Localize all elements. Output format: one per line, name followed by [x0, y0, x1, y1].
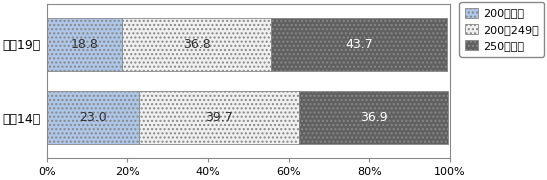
Text: 43.7: 43.7: [345, 38, 373, 51]
Bar: [139, 91, 299, 144]
Text: 36.9: 36.9: [360, 111, 388, 124]
Text: 39.7: 39.7: [206, 111, 233, 124]
Bar: [299, 91, 448, 144]
Bar: [123, 18, 271, 71]
Text: 18.8: 18.8: [71, 38, 98, 51]
Text: 36.8: 36.8: [183, 38, 211, 51]
Text: 23.0: 23.0: [79, 111, 107, 124]
Bar: [46, 91, 139, 144]
Bar: [271, 18, 447, 71]
Bar: [46, 18, 123, 71]
Legend: 200日未満, 200～249日, 250日以上: 200日未満, 200～249日, 250日以上: [459, 2, 544, 57]
